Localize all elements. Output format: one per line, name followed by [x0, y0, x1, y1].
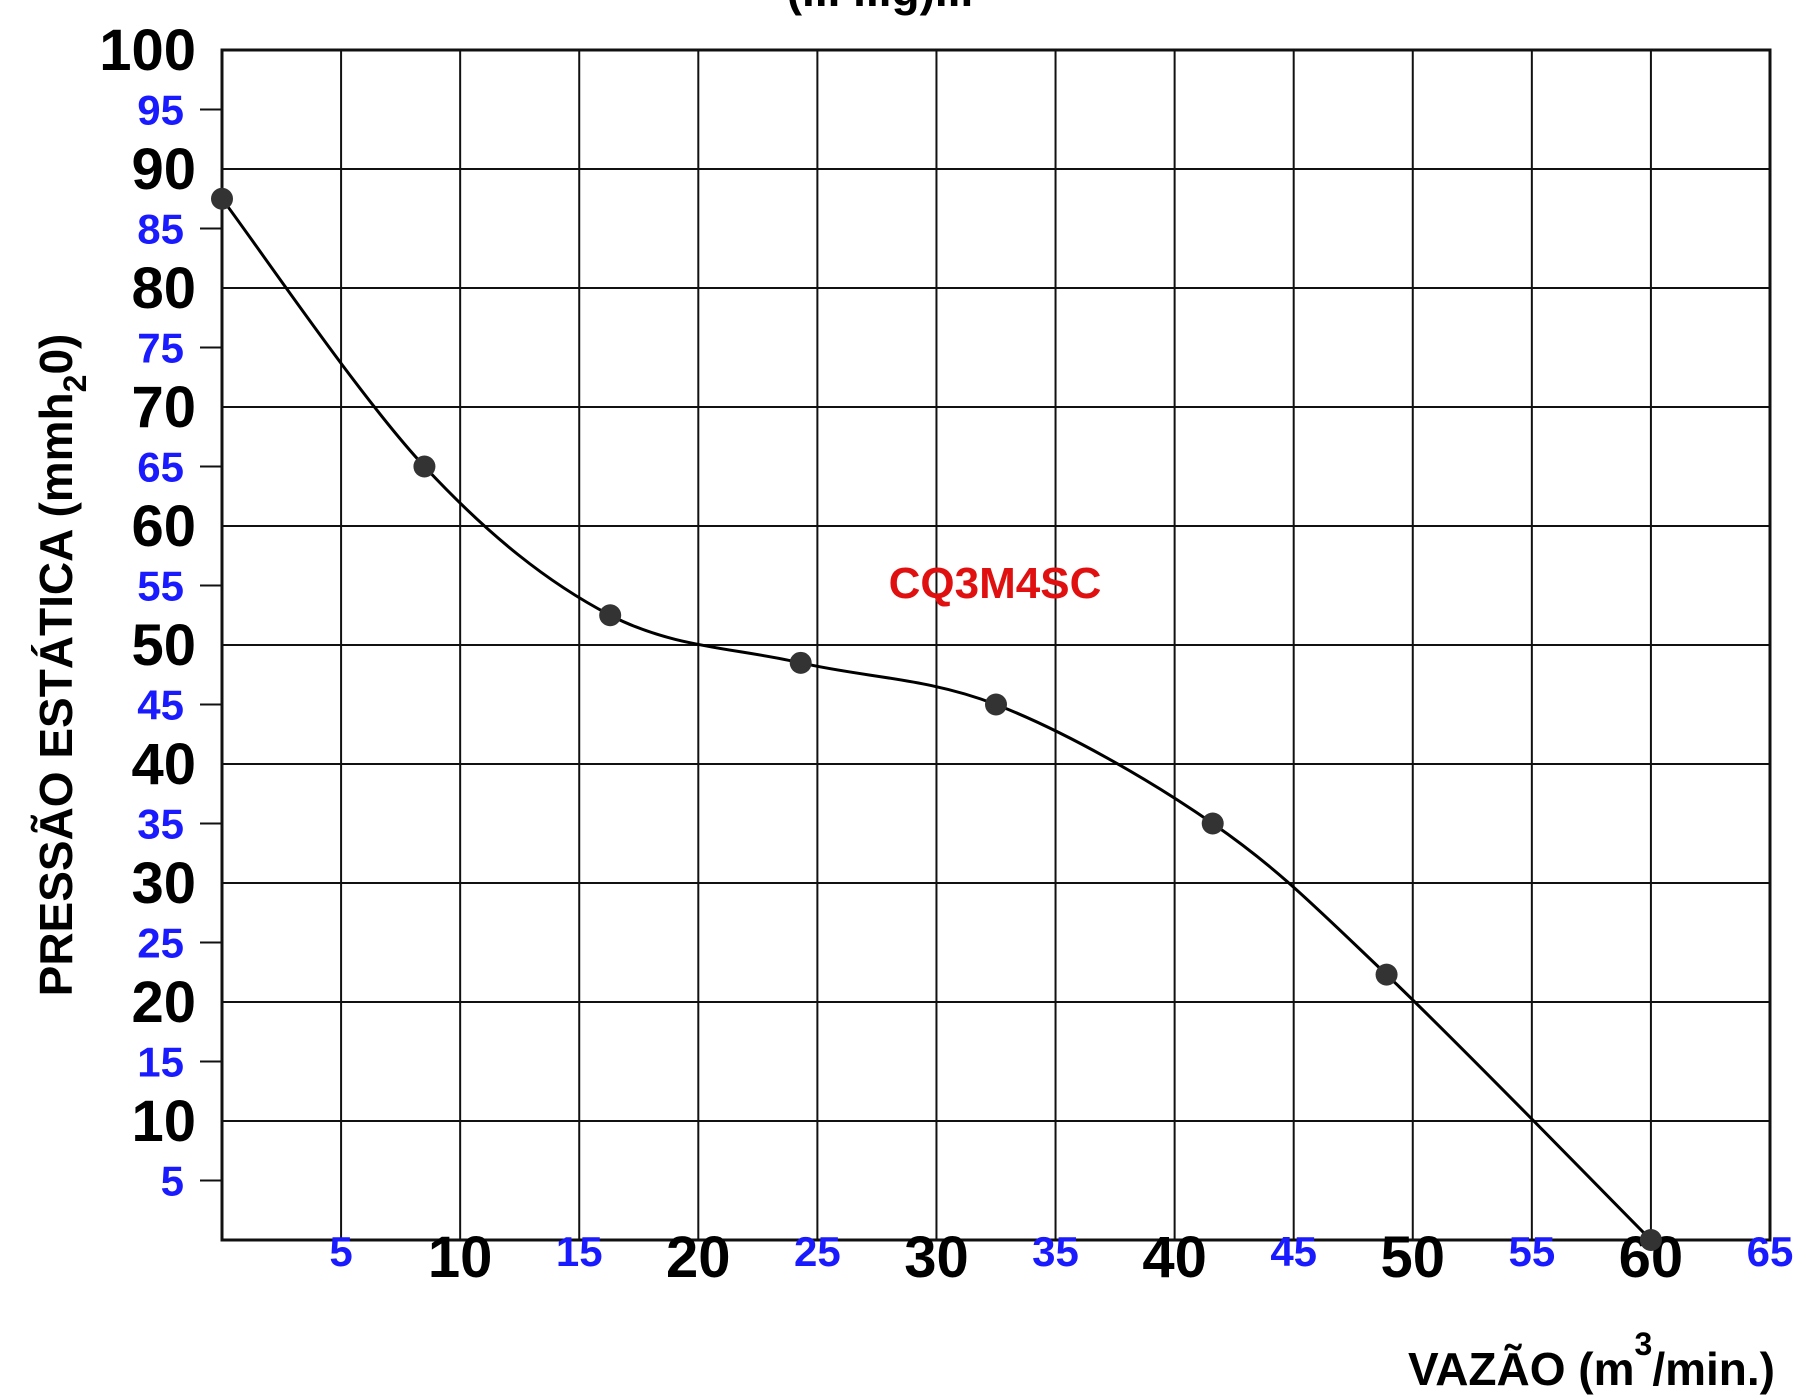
data-point	[211, 187, 233, 210]
y-axis-label-subscript: 2	[57, 375, 93, 393]
series-label-cq3m4sc: CQ3M4SC	[889, 559, 1102, 608]
x-minor-tick-label: 65	[1747, 1228, 1794, 1275]
y-minor-tick-label: 95	[137, 87, 184, 134]
y-tick-label: 30	[131, 851, 196, 916]
data-point	[1375, 963, 1398, 986]
y-tick-label: 10	[131, 1089, 196, 1154]
data-point	[985, 693, 1007, 716]
y-tick-label: 60	[131, 494, 196, 559]
x-minor-tick-label: 35	[1032, 1228, 1079, 1275]
y-tick-label: 90	[131, 137, 196, 202]
series-markers	[211, 187, 1662, 1251]
y-minor-tick-label: 85	[137, 206, 184, 253]
y-tick-label: 100	[99, 18, 196, 83]
x-axis-label-main: VAZÃO (m	[1408, 1343, 1635, 1395]
x-minor-tick-label: 55	[1508, 1228, 1555, 1275]
data-point	[1201, 812, 1224, 835]
data-point	[1639, 1229, 1662, 1251]
x-axis-label-tail: /min.)	[1652, 1343, 1775, 1395]
y-tick-label: 50	[131, 613, 196, 678]
x-minor-tick-label: 15	[556, 1228, 603, 1275]
y-minor-tick-label: 55	[137, 563, 184, 610]
grid	[200, 50, 1770, 1240]
x-tick-label: 40	[1142, 1225, 1207, 1290]
x-axis-label-superscript: 3	[1635, 1326, 1653, 1362]
y-axis-label-main: PRESSÃO ESTÁTICA (mmh	[30, 392, 82, 996]
data-point	[789, 651, 812, 674]
y-axis-label-tail: 0)	[30, 334, 82, 375]
x-minor-tick-label: 25	[794, 1228, 841, 1275]
y-tick-label: 40	[131, 732, 196, 797]
y-minor-tick-label: 65	[137, 444, 184, 491]
y-tick-label: 20	[131, 970, 196, 1035]
y-minor-tick-label: 35	[137, 801, 184, 848]
chart-title-fragment: (... ...g)...	[787, 0, 974, 16]
data-point	[599, 604, 622, 627]
plot-frame	[220, 48, 1772, 1242]
y-tick-label: 80	[131, 256, 196, 321]
x-minor-tick-label: 5	[329, 1228, 352, 1275]
y-tick-label: 70	[131, 375, 196, 440]
x-axis-label: VAZÃO (m3/min.)	[1408, 1326, 1775, 1395]
y-minor-tick-label: 75	[137, 325, 184, 372]
x-tick-label: 20	[666, 1225, 731, 1290]
y-minor-tick-label: 15	[137, 1039, 184, 1086]
data-point	[413, 455, 436, 478]
x-tick-label: 50	[1381, 1225, 1446, 1290]
x-axis-ticks: 10 20 30 40 50 605 15 25 35 45 55 65	[329, 1225, 1793, 1290]
y-minor-tick-label: 5	[161, 1158, 184, 1205]
x-tick-label: 30	[904, 1225, 969, 1290]
y-axis-label: PRESSÃO ESTÁTICA (mmh20)	[30, 334, 93, 997]
x-tick-label: 10	[428, 1225, 493, 1290]
y-minor-tick-label: 25	[137, 920, 184, 967]
x-minor-tick-label: 45	[1270, 1228, 1317, 1275]
y-axis-ticks: 100 90 80 70 60 50 40 30 20 10 95 85 75 65 55 45 35 25 15 5	[99, 18, 196, 1205]
y-minor-tick-label: 45	[137, 682, 184, 729]
